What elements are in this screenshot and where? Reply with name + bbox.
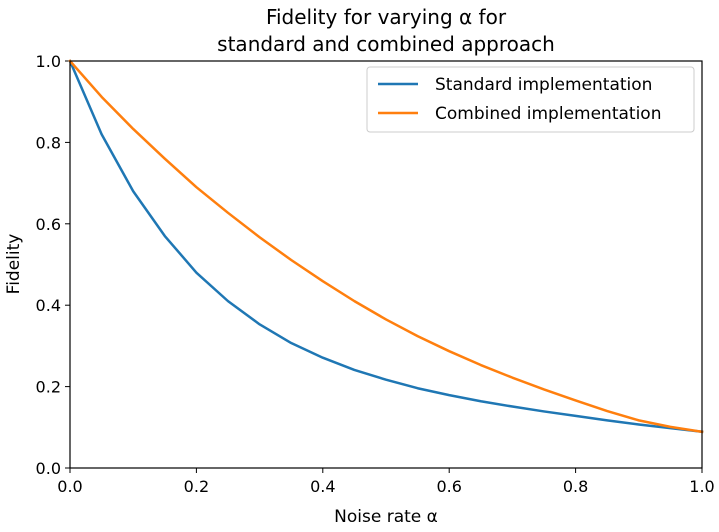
y-tick-label: 0.4 — [36, 296, 61, 315]
x-tick-label: 1.0 — [689, 477, 714, 496]
series-line-standard — [68, 59, 704, 434]
x-tick-label: 0.6 — [436, 477, 461, 496]
x-tick-label: 0.2 — [184, 477, 209, 496]
x-tick-label: 0.4 — [310, 477, 335, 496]
x-tick-label: 0.8 — [563, 477, 588, 496]
x-axis-label: Noise rate α — [334, 507, 438, 527]
y-axis-label: Fidelity — [4, 234, 24, 295]
legend-label-standard: Standard implementation — [435, 75, 652, 95]
chart-title-line-2: standard and combined approach — [217, 32, 555, 56]
legend: Standard implementation Combined impleme… — [366, 66, 695, 133]
plot-series — [68, 59, 704, 434]
y-tick-label: 0.2 — [36, 378, 61, 397]
y-tick-label: 0.0 — [36, 459, 61, 478]
plot-area-frame — [69, 60, 703, 469]
legend-label-combined: Combined implementation — [435, 104, 661, 124]
axis-ticks: 0.0 0.2 0.4 0.6 0.8 1.0 0.0 0.2 0.4 0.6 0.8 1.0 — [36, 52, 715, 496]
x-tick-label: 0.0 — [57, 477, 82, 496]
legend-frame — [366, 66, 695, 133]
series-line-combined — [68, 59, 704, 434]
y-tick-label: 0.8 — [36, 133, 61, 152]
chart-title-line-1: Fidelity for varying α for — [266, 5, 507, 29]
y-tick-label: 1.0 — [36, 52, 61, 71]
y-tick-label: 0.6 — [36, 215, 61, 234]
